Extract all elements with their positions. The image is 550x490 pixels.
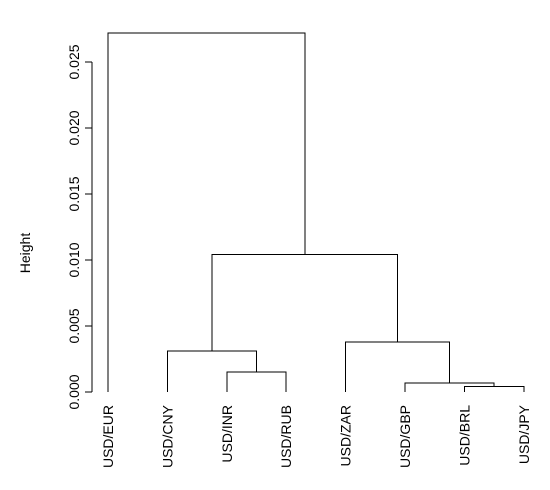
y-tick-label: 0.000: [66, 374, 82, 409]
leaf-label: USD/RUB: [278, 405, 294, 468]
dendrogram-link-m6: [211, 254, 399, 352]
dendrogram-links: [107, 32, 525, 392]
leaf-label: USD/CNY: [159, 404, 175, 468]
leaf-label: USD/ZAR: [338, 405, 354, 466]
y-tick-label: 0.005: [66, 308, 82, 343]
leaf-label: USD/INR: [219, 405, 235, 463]
leaf-label: USD/JPY: [516, 404, 532, 464]
dendrogram-link-m2: [404, 382, 495, 392]
leaf-label: USD/EUR: [100, 405, 116, 468]
y-axis: 0.000 0.005 0.010 0.015 0.020 0.025: [66, 44, 93, 410]
y-tick-label: 0.010: [66, 242, 82, 277]
leaf-label: USD/BRL: [456, 405, 472, 466]
dendrogram-link-m5: [345, 341, 451, 392]
dendrogram-link-m1: [463, 386, 525, 392]
y-axis-title: Height: [17, 233, 33, 274]
y-tick-label: 0.025: [66, 44, 82, 79]
dendrogram-link-m7: [107, 32, 306, 392]
leaf-label: USD/GBP: [397, 405, 413, 468]
leaf-labels: USD/EUR USD/CNY USD/INR USD/RUB USD/ZAR USD/G…: [100, 404, 532, 468]
y-tick-label: 0.020: [66, 110, 82, 145]
y-tick-label: 0.015: [66, 176, 82, 211]
dendrogram-link-m3: [226, 371, 287, 392]
dendrogram-link-m4: [166, 350, 257, 392]
